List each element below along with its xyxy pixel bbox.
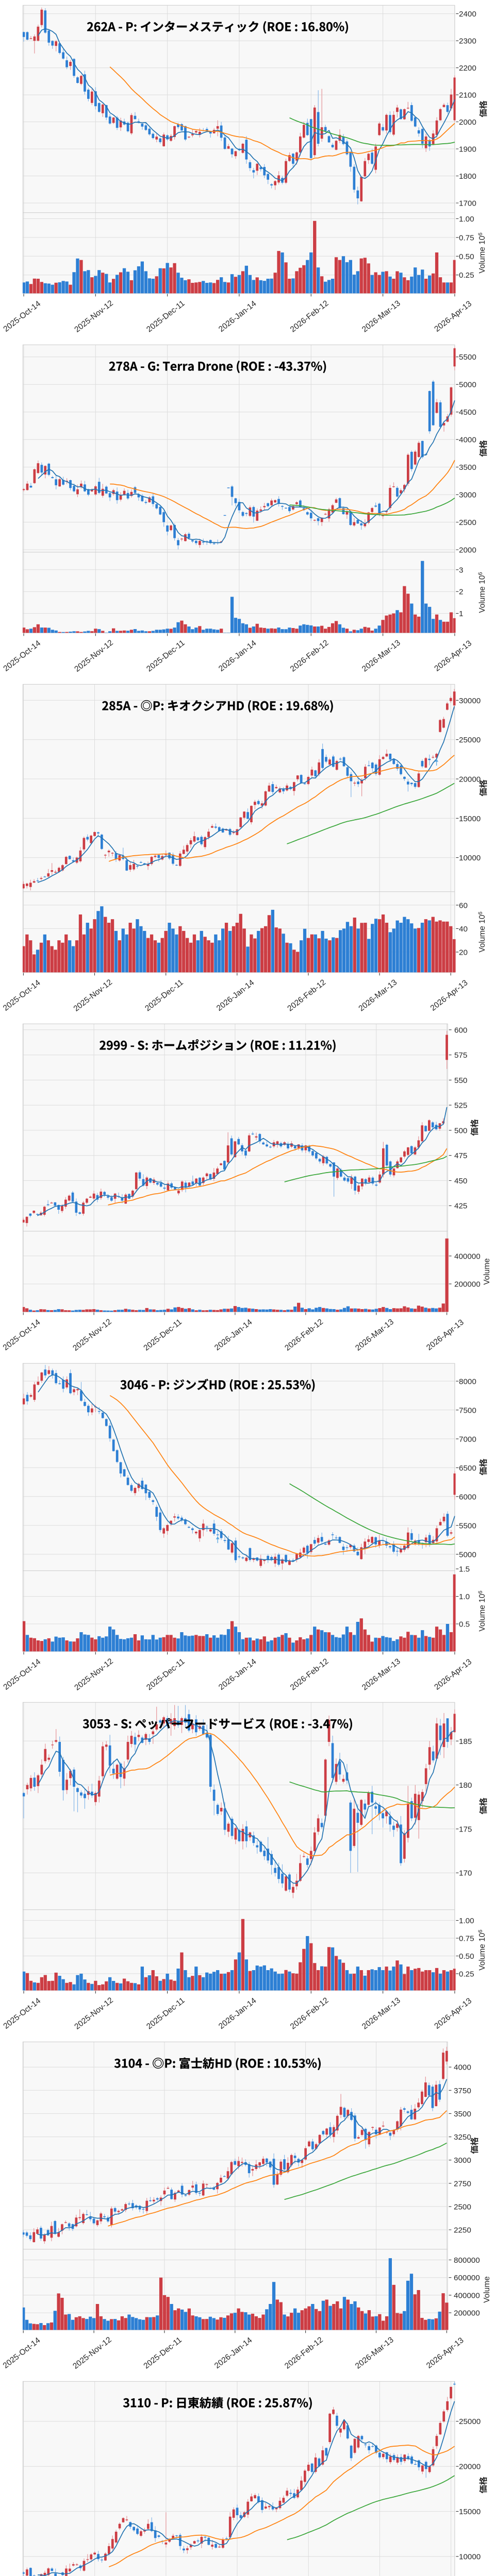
svg-text:3250: 3250 (454, 2133, 471, 2142)
svg-text:3750: 3750 (454, 2087, 471, 2095)
svg-text:7500: 7500 (459, 1406, 476, 1415)
svg-text:450: 450 (454, 1177, 467, 1185)
svg-text:10000: 10000 (459, 2553, 481, 2562)
svg-text:180: 180 (459, 1782, 472, 1790)
svg-text:1.00: 1.00 (459, 1917, 474, 1926)
svg-text:20: 20 (459, 948, 468, 957)
svg-text:1.5: 1.5 (459, 1565, 470, 1573)
svg-text:40: 40 (459, 925, 468, 934)
svg-text:3000: 3000 (454, 2157, 471, 2165)
svg-text:2250: 2250 (454, 2226, 471, 2235)
svg-text:200000: 200000 (454, 1280, 481, 1289)
svg-text:2000: 2000 (459, 546, 476, 554)
svg-text:0.75: 0.75 (459, 1935, 474, 1943)
svg-text:5500: 5500 (459, 1521, 476, 1530)
svg-text:Volume 106: Volume 106 (477, 572, 487, 613)
svg-text:500: 500 (454, 1126, 467, 1135)
svg-text:2500: 2500 (454, 2203, 471, 2212)
svg-text:2200: 2200 (459, 64, 476, 73)
svg-text:25000: 25000 (459, 736, 481, 744)
svg-text:600000: 600000 (454, 2274, 480, 2283)
svg-text:25000: 25000 (459, 2417, 481, 2426)
svg-text:525: 525 (454, 1101, 467, 1110)
svg-text:7000: 7000 (459, 1435, 476, 1444)
svg-text:15000: 15000 (459, 2507, 481, 2516)
svg-text:1.0: 1.0 (459, 1592, 470, 1601)
svg-text:6000: 6000 (459, 1493, 476, 1501)
svg-text:Volume: Volume (483, 2277, 491, 2303)
svg-text:2500: 2500 (459, 518, 476, 527)
svg-text:425: 425 (454, 1201, 467, 1210)
svg-text:400000: 400000 (454, 1252, 481, 1261)
svg-text:Volume 106: Volume 106 (477, 1930, 487, 1971)
svg-text:15000: 15000 (459, 815, 481, 823)
svg-text:Volume 106: Volume 106 (477, 1590, 487, 1631)
svg-text:2400: 2400 (459, 10, 476, 19)
svg-text:Volume 106: Volume 106 (477, 911, 487, 952)
svg-text:2100: 2100 (459, 91, 476, 100)
svg-text:200000: 200000 (454, 2309, 480, 2318)
svg-text:30000: 30000 (459, 697, 481, 705)
svg-text:600: 600 (454, 1026, 467, 1035)
svg-text:1900: 1900 (459, 145, 476, 154)
svg-text:550: 550 (454, 1076, 467, 1085)
svg-text:3000: 3000 (459, 490, 476, 499)
svg-text:1: 1 (459, 609, 463, 618)
svg-text:2: 2 (459, 588, 463, 597)
svg-text:0.5: 0.5 (459, 1620, 470, 1629)
svg-text:5000: 5000 (459, 1550, 476, 1559)
svg-text:0.50: 0.50 (459, 252, 474, 261)
svg-text:4500: 4500 (459, 408, 476, 417)
svg-text:2300: 2300 (459, 37, 476, 46)
svg-text:1.00: 1.00 (459, 215, 474, 224)
svg-text:400000: 400000 (454, 2292, 480, 2300)
svg-text:3500: 3500 (459, 463, 476, 472)
svg-text:170: 170 (459, 1869, 472, 1878)
svg-text:5500: 5500 (459, 353, 476, 362)
svg-text:800000: 800000 (454, 2256, 480, 2265)
svg-text:475: 475 (454, 1151, 467, 1160)
svg-text:3500: 3500 (454, 2110, 471, 2119)
svg-text:Volume: Volume (483, 1258, 491, 1285)
svg-text:4000: 4000 (459, 435, 476, 444)
svg-text:3: 3 (459, 566, 463, 574)
svg-text:2000: 2000 (459, 118, 476, 127)
svg-text:0.50: 0.50 (459, 1952, 474, 1961)
svg-text:20000: 20000 (459, 2463, 481, 2471)
svg-text:Volume 106: Volume 106 (477, 232, 487, 273)
svg-text:175: 175 (459, 1825, 472, 1834)
svg-text:6500: 6500 (459, 1464, 476, 1472)
svg-text:0.25: 0.25 (459, 271, 474, 280)
svg-text:0.75: 0.75 (459, 233, 474, 242)
svg-text:185: 185 (459, 1737, 472, 1746)
svg-text:60: 60 (459, 901, 468, 910)
svg-text:20000: 20000 (459, 775, 481, 784)
svg-text:0.25: 0.25 (459, 1970, 474, 1979)
svg-text:10000: 10000 (459, 854, 481, 862)
svg-text:575: 575 (454, 1051, 467, 1060)
svg-text:1700: 1700 (459, 199, 476, 208)
svg-text:4000: 4000 (454, 2063, 471, 2072)
svg-text:5000: 5000 (459, 381, 476, 389)
svg-text:8000: 8000 (459, 1377, 476, 1386)
svg-text:1800: 1800 (459, 172, 476, 181)
svg-text:2750: 2750 (454, 2180, 471, 2189)
